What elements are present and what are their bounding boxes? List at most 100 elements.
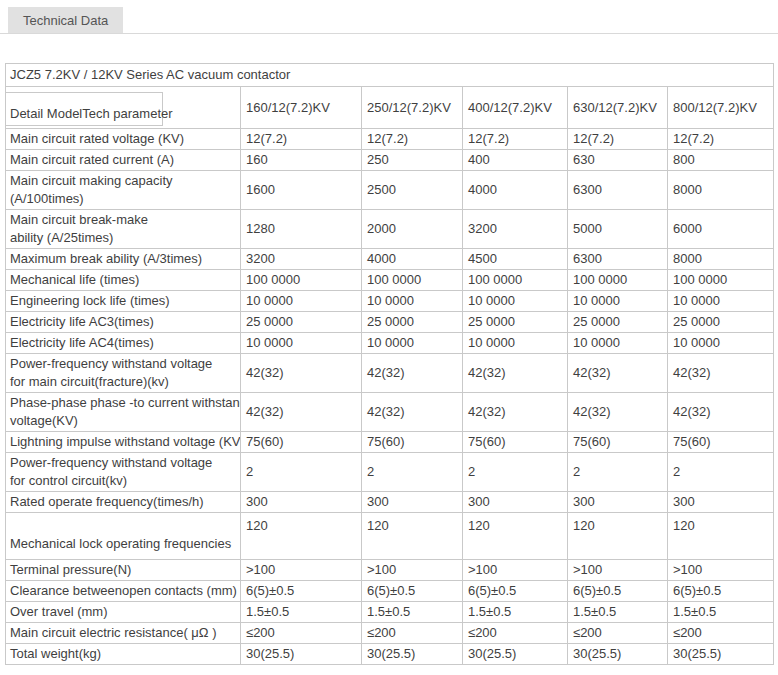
cell-value: 75(60)	[362, 432, 463, 453]
table-row: Rated operate frequency(times/h)30030030…	[6, 492, 774, 513]
cell-value: 6(5)±0.5	[241, 581, 362, 602]
cell-value: 12(7.2)	[463, 129, 568, 150]
cell-value: >100	[362, 560, 463, 581]
table-title-row: JCZ5 7.2KV / 12KV Series AC vacuum conta…	[6, 64, 774, 87]
row-label: Main circuit electric resistance( μΩ )	[6, 623, 241, 644]
cell-value: 42(32)	[362, 393, 463, 432]
cell-value: 42(32)	[668, 393, 774, 432]
cell-value: 6000	[668, 210, 774, 249]
table-body: JCZ5 7.2KV / 12KV Series AC vacuum conta…	[6, 64, 774, 665]
row-label: Rated operate frequency(times/h)	[6, 492, 241, 513]
cell-value: 300	[668, 492, 774, 513]
cell-value: 300	[463, 492, 568, 513]
table-header-row: Detail ModelTech parameter 160/12(7.2)KV…	[6, 87, 774, 129]
cell-value: 25 0000	[362, 312, 463, 333]
cell-value: 25 0000	[668, 312, 774, 333]
cell-value: 120	[463, 513, 568, 560]
cell-value: 25 0000	[568, 312, 668, 333]
row-label: Electricity life AC4(times)	[6, 333, 241, 354]
cell-value: 300	[568, 492, 668, 513]
cell-value: 42(32)	[241, 354, 362, 393]
table-row: Total weight(kg)30(25.5)30(25.5)30(25.5)…	[6, 644, 774, 665]
row-label: Clearance betweenopen contacts (mm)	[6, 581, 241, 602]
row-label: Terminal pressure(N)	[6, 560, 241, 581]
column-header: 800/12(7.2)KV	[668, 87, 774, 129]
row-label: Main circuit rated current (A)	[6, 150, 241, 171]
row-label: Main circuit rated voltage (KV)	[6, 129, 241, 150]
column-header: 630/12(7.2)KV	[568, 87, 668, 129]
cell-value: 120	[668, 513, 774, 560]
cell-value: 42(32)	[362, 354, 463, 393]
cell-value: 4000	[362, 249, 463, 270]
cell-value: 2500	[362, 171, 463, 210]
cell-value: 10 0000	[463, 291, 568, 312]
cell-value: 6300	[568, 249, 668, 270]
cell-value: 42(32)	[568, 393, 668, 432]
row-label: Electricity life AC3(times)	[6, 312, 241, 333]
row-label: Maximum break ability (A/3times)	[6, 249, 241, 270]
cell-value: 5000	[568, 210, 668, 249]
row-label: Over travel (mm)	[6, 602, 241, 623]
cell-value: 42(32)	[463, 354, 568, 393]
cell-value: 1.5±0.5	[241, 602, 362, 623]
tab-technical-data[interactable]: Technical Data	[8, 7, 123, 33]
cell-value: 1.5±0.5	[362, 602, 463, 623]
cell-value: 160	[241, 150, 362, 171]
cell-value: 100 0000	[668, 270, 774, 291]
cell-value: ≤200	[362, 623, 463, 644]
cell-value: 2	[668, 453, 774, 492]
cell-value: 2	[568, 453, 668, 492]
cell-value: 100 0000	[241, 270, 362, 291]
cell-value: 12(7.2)	[668, 129, 774, 150]
cell-value: 120	[241, 513, 362, 560]
table-row: Main circuit electric resistance( μΩ )≤2…	[6, 623, 774, 644]
cell-value: 10 0000	[362, 291, 463, 312]
cell-value: 6(5)±0.5	[463, 581, 568, 602]
table-title: JCZ5 7.2KV / 12KV Series AC vacuum conta…	[6, 64, 774, 87]
table-row: Maximum break ability (A/3times)32004000…	[6, 249, 774, 270]
row-label: Mechanical life (times)	[6, 270, 241, 291]
cell-value: 120	[568, 513, 668, 560]
table-row: Clearance betweenopen contacts (mm)6(5)±…	[6, 581, 774, 602]
cell-value: 300	[241, 492, 362, 513]
cell-value: 25 0000	[241, 312, 362, 333]
cell-value: 10 0000	[362, 333, 463, 354]
cell-value: 120	[362, 513, 463, 560]
row-label: Engineering lock life (times)	[6, 291, 241, 312]
row-label: Phase-phase phase -to current withstandv…	[6, 393, 241, 432]
cell-value: ≤200	[568, 623, 668, 644]
table-row: Main circuit making capacity(A/100times)…	[6, 171, 774, 210]
cell-value: 10 0000	[241, 333, 362, 354]
column-header: 160/12(7.2)KV	[241, 87, 362, 129]
table-row: Electricity life AC3(times)25 000025 000…	[6, 312, 774, 333]
table-row: Engineering lock life (times)10 000010 0…	[6, 291, 774, 312]
cell-value: 300	[362, 492, 463, 513]
cell-value: >100	[241, 560, 362, 581]
cell-value: 30(25.5)	[568, 644, 668, 665]
cell-value: 8000	[668, 249, 774, 270]
cell-value: 75(60)	[568, 432, 668, 453]
table-row: Main circuit break-makeability (A/25time…	[6, 210, 774, 249]
cell-value: ≤200	[241, 623, 362, 644]
cell-value: 400	[463, 150, 568, 171]
cell-value: 42(32)	[668, 354, 774, 393]
column-header: 400/12(7.2)KV	[463, 87, 568, 129]
cell-value: 12(7.2)	[362, 129, 463, 150]
row-label: Mechanical lock operating frequencies	[6, 513, 241, 560]
cell-value: 10 0000	[241, 291, 362, 312]
cell-value: >100	[668, 560, 774, 581]
cell-value: 10 0000	[568, 333, 668, 354]
cell-value: 30(25.5)	[241, 644, 362, 665]
tab-bar: Technical Data	[0, 0, 778, 34]
cell-value: 30(25.5)	[668, 644, 774, 665]
cell-value: 75(60)	[241, 432, 362, 453]
cell-value: 30(25.5)	[463, 644, 568, 665]
table-row: Main circuit rated voltage (KV)12(7.2)12…	[6, 129, 774, 150]
cell-value: 12(7.2)	[241, 129, 362, 150]
cell-value: >100	[463, 560, 568, 581]
cell-value: 75(60)	[668, 432, 774, 453]
row-label: Main circuit break-makeability (A/25time…	[6, 210, 241, 249]
cell-value: 2	[241, 453, 362, 492]
row-label: Power-frequency withstand voltagefor con…	[6, 453, 241, 492]
cell-value: 630	[568, 150, 668, 171]
